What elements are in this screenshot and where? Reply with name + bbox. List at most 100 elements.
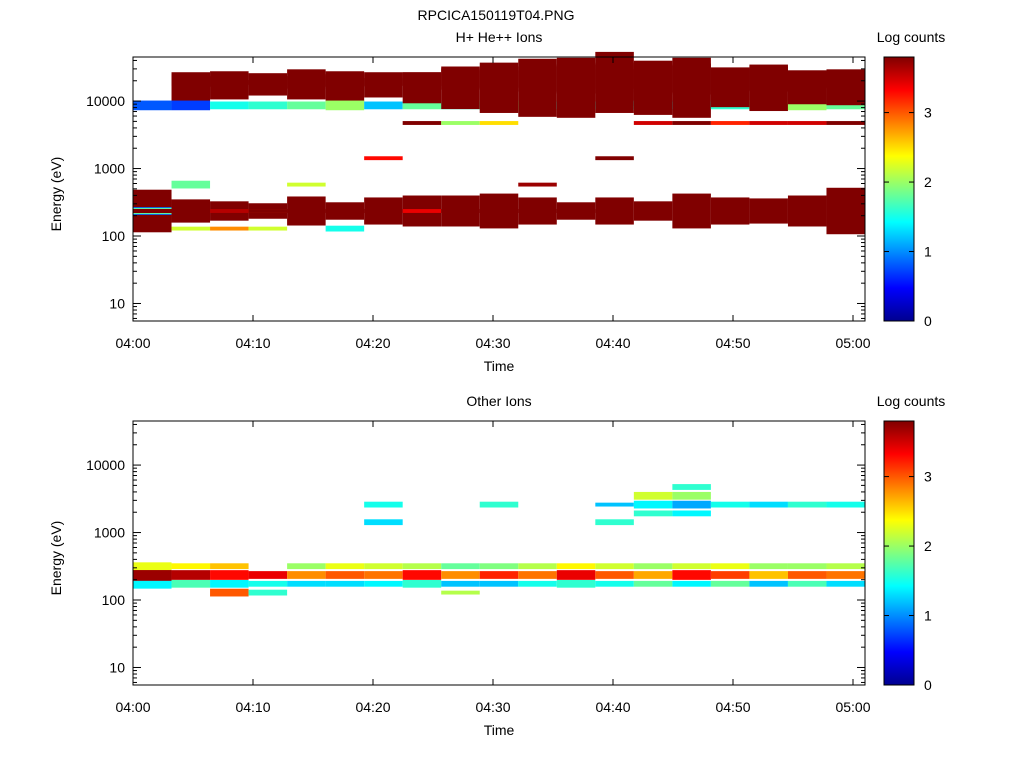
heatmap-cell bbox=[325, 571, 365, 579]
heatmap-cell bbox=[633, 563, 673, 570]
heatmap-cell bbox=[364, 501, 403, 508]
heatmap-cell bbox=[441, 121, 480, 125]
heatmap-cell bbox=[402, 570, 442, 580]
heatmap-cell bbox=[248, 226, 288, 231]
heatmap-cell bbox=[364, 519, 403, 526]
heatmap-cell bbox=[210, 209, 249, 213]
y-tick-label: 10 bbox=[109, 659, 125, 675]
panel-title: H+ He++ Ions bbox=[456, 29, 543, 45]
heatmap-cell bbox=[787, 121, 827, 125]
x-tick-label: 04:20 bbox=[355, 699, 390, 715]
heatmap-cell bbox=[171, 570, 211, 580]
x-tick-label: 04:30 bbox=[475, 699, 510, 715]
heatmap-cell bbox=[518, 580, 557, 587]
heatmap-cell bbox=[633, 571, 673, 579]
heatmap-cell bbox=[210, 71, 249, 87]
heatmap-cell bbox=[787, 571, 827, 579]
heatmap-cell bbox=[133, 100, 172, 111]
y-tick-label: 10 bbox=[109, 295, 125, 311]
x-tick-label: 05:00 bbox=[835, 699, 870, 715]
colorbar-tick-label: 1 bbox=[924, 608, 932, 624]
heatmap-cell bbox=[325, 209, 365, 213]
heatmap-cell bbox=[287, 182, 326, 187]
heatmap-cell bbox=[287, 69, 326, 89]
heatmap-cell bbox=[749, 501, 788, 508]
heatmap-cell bbox=[402, 579, 442, 588]
y-axis-label: Energy (eV) bbox=[48, 521, 64, 596]
heatmap-cell bbox=[479, 580, 519, 587]
heatmap-cell bbox=[479, 70, 519, 88]
x-axis-label: Time bbox=[484, 358, 515, 374]
heatmap-cell bbox=[364, 101, 403, 110]
heatmap-cell bbox=[672, 580, 711, 587]
x-tick-label: 04:40 bbox=[595, 335, 630, 351]
heatmap-cell bbox=[133, 562, 172, 571]
heatmap-cell bbox=[441, 563, 480, 570]
heatmap-cell bbox=[171, 563, 211, 570]
panel-2: 04:00 04:10 04:20 04:30 04:40 04:50 05:0010100… bbox=[48, 393, 945, 738]
heatmap-cell bbox=[826, 187, 865, 235]
heatmap-cell bbox=[364, 563, 403, 570]
heatmap-cell bbox=[749, 580, 788, 587]
y-tick-label: 10000 bbox=[86, 457, 125, 473]
heatmap-cell bbox=[171, 100, 211, 111]
heatmap-cell bbox=[710, 121, 750, 125]
heatmap-cell bbox=[633, 201, 673, 221]
x-tick-label: 04:00 bbox=[115, 699, 150, 715]
heatmap-cell bbox=[633, 65, 673, 93]
heatmap-cell bbox=[402, 209, 442, 213]
colorbar-tick-label: 3 bbox=[924, 469, 932, 485]
heatmap-cell bbox=[248, 580, 288, 587]
heatmap-cell bbox=[826, 101, 865, 110]
heatmap-cell bbox=[325, 225, 365, 232]
heatmap-cell bbox=[248, 73, 288, 85]
colorbar-label: Log counts bbox=[877, 29, 946, 45]
heatmap-cell bbox=[749, 571, 788, 579]
heatmap-cell bbox=[518, 563, 557, 570]
heatmap-cell bbox=[133, 569, 172, 581]
x-axis-label: Time bbox=[484, 722, 515, 738]
y-tick-label: 100 bbox=[102, 592, 126, 608]
heatmap-cell bbox=[826, 580, 865, 587]
heatmap-cell bbox=[171, 180, 211, 189]
heatmap-cell bbox=[325, 71, 365, 87]
heatmap-cell bbox=[402, 72, 442, 86]
heatmap-cell bbox=[787, 100, 827, 111]
heatmap-cell bbox=[441, 590, 480, 595]
heatmap-cell bbox=[210, 588, 249, 597]
heatmap-cell bbox=[248, 209, 288, 213]
heatmap-cell bbox=[556, 579, 596, 588]
heatmap-cell bbox=[672, 63, 711, 95]
colorbar bbox=[883, 56, 915, 322]
heatmap-cell bbox=[710, 571, 750, 579]
x-tick-label: 04:40 bbox=[595, 699, 630, 715]
heatmap-cell bbox=[710, 580, 750, 587]
heatmap-cell bbox=[710, 197, 750, 225]
colorbar-tick-label: 1 bbox=[924, 244, 932, 260]
heatmap-cell bbox=[749, 563, 788, 570]
x-tick-label: 04:20 bbox=[355, 335, 390, 351]
heatmap-cell bbox=[595, 580, 634, 587]
heatmap-cell bbox=[441, 571, 480, 579]
heatmap-cell bbox=[479, 209, 519, 213]
heatmap-cell bbox=[479, 563, 519, 570]
heatmap-cell bbox=[595, 502, 634, 507]
heatmap-cell bbox=[672, 491, 711, 500]
heatmap-cell bbox=[710, 563, 750, 570]
heatmap-cell bbox=[248, 589, 288, 596]
heatmap-cell bbox=[171, 209, 211, 213]
heatmap-cell bbox=[210, 570, 249, 580]
heatmap-cell bbox=[672, 484, 711, 490]
heatmap-cell bbox=[672, 121, 711, 125]
heatmap-cell bbox=[595, 69, 634, 89]
colorbar bbox=[883, 420, 915, 686]
heatmap-cell bbox=[826, 501, 865, 508]
heatmap-cell bbox=[633, 121, 673, 125]
heatmap-cell bbox=[479, 501, 519, 508]
heatmap-cell bbox=[710, 67, 750, 91]
heatmap-cell bbox=[595, 563, 634, 570]
heatmap-cell bbox=[826, 69, 865, 89]
heatmap-cell bbox=[826, 571, 865, 579]
heatmap-cell bbox=[171, 579, 211, 588]
